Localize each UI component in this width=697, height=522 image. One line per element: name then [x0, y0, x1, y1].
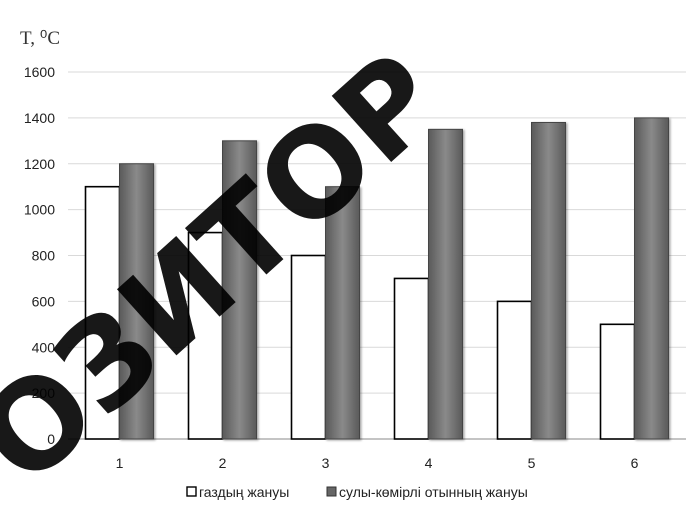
bar-series-1	[187, 231, 224, 440]
bar-series-2	[634, 117, 669, 440]
legend-swatch-series-1	[186, 486, 197, 497]
legend-label-series-2: сулы-көмірлі отынның жануы	[339, 484, 528, 500]
tick-labels: 0 200 400 600 800 1000 1200 1400 1600 1 2 3 4 5 6	[24, 64, 639, 471]
x-tick-label: 5	[528, 455, 536, 471]
bar-series-2	[428, 128, 463, 440]
chart-title: T, ⁰C	[20, 28, 60, 49]
y-tick-label: 1000	[24, 202, 55, 218]
bar-series-1	[496, 300, 533, 440]
bars	[84, 117, 669, 440]
legend-label-series-1: газдың жануы	[199, 484, 289, 500]
bar-series-2	[531, 121, 566, 440]
bar-series-2	[325, 186, 360, 440]
gridlines	[68, 71, 686, 394]
y-tick-label: 1600	[24, 64, 55, 80]
bar-series-2	[222, 140, 257, 440]
y-tick-label: 600	[32, 293, 56, 309]
y-tick-label: 1200	[24, 156, 55, 172]
x-tick-label: 1	[116, 455, 124, 471]
legend: газдың жануы сулы-көмірлі отынның жануы	[186, 484, 528, 500]
legend-swatch-series-2	[326, 486, 337, 497]
x-tick-label: 3	[322, 455, 330, 471]
y-tick-label: 400	[32, 339, 56, 355]
x-tick-label: 4	[425, 455, 433, 471]
bar-series-1	[290, 254, 327, 440]
x-tick-label: 6	[631, 455, 639, 471]
bar-series-1	[599, 323, 636, 440]
y-tick-label: 200	[32, 385, 56, 401]
bar-series-2	[119, 163, 154, 440]
bar-series-1	[393, 277, 430, 440]
y-tick-label: 0	[47, 431, 55, 447]
x-tick-label: 2	[219, 455, 227, 471]
y-tick-label: 800	[32, 248, 56, 264]
y-tick-label: 1400	[24, 110, 55, 126]
